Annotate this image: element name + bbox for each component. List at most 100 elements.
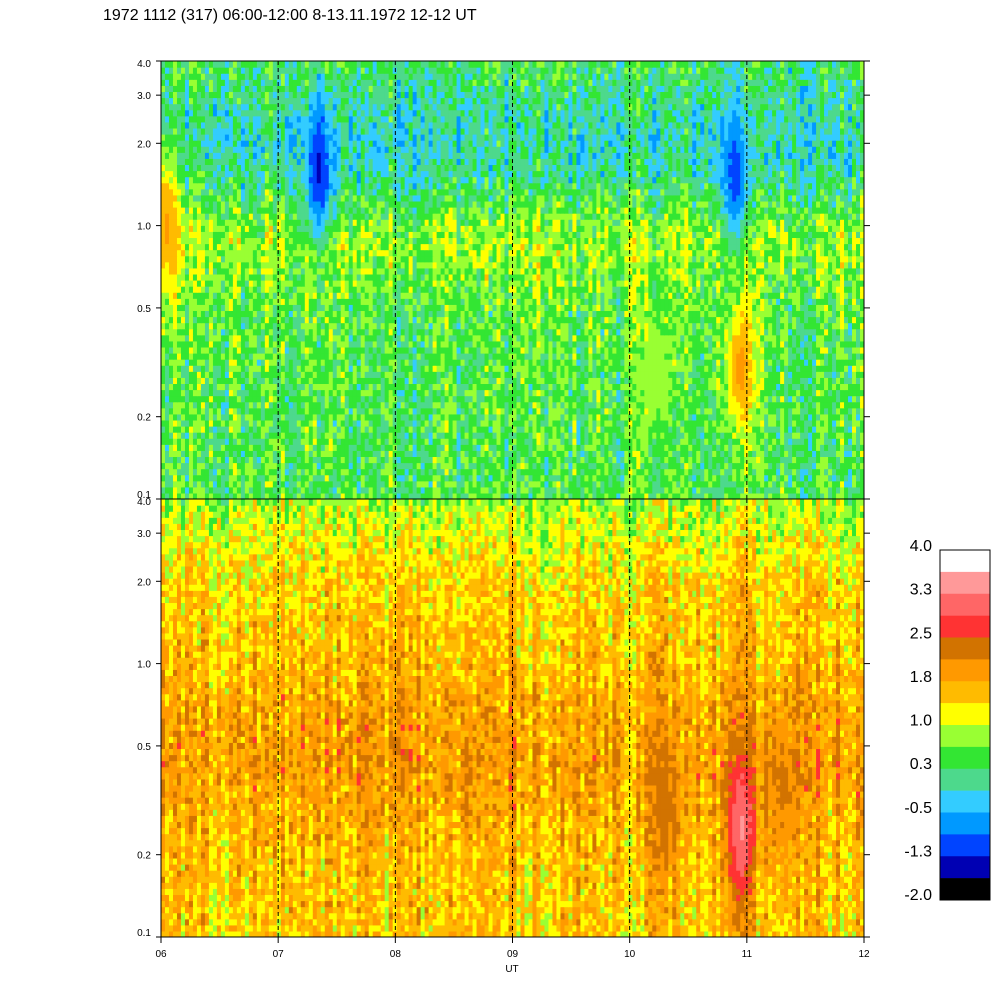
- heatmap-cell: [204, 395, 210, 403]
- heatmap-cell: [508, 438, 514, 445]
- heatmap-cell: [840, 432, 845, 439]
- heatmap-cell: [288, 480, 294, 488]
- heatmap-cell: [396, 353, 402, 360]
- heatmap-cell: [540, 383, 546, 391]
- heatmap-cell: [700, 371, 705, 378]
- heatmap-cell: [536, 365, 542, 372]
- heatmap-cell: [764, 456, 769, 464]
- heatmap-cell: [364, 395, 370, 403]
- heatmap-cell: [600, 353, 605, 360]
- heatmap-cell: [796, 377, 801, 385]
- heatmap-cell: [500, 395, 506, 403]
- heatmap-cell: [200, 456, 206, 464]
- heatmap-cell: [756, 401, 761, 409]
- heatmap-cell: [492, 444, 498, 451]
- heatmap-cell: [748, 334, 753, 342]
- heatmap-cell: [688, 432, 693, 439]
- heatmap-cell: [748, 328, 753, 336]
- heatmap-cell: [660, 413, 665, 421]
- heatmap-cell: [720, 377, 725, 385]
- heatmap-cell: [304, 450, 310, 458]
- heatmap-cell: [672, 462, 677, 470]
- heatmap-cell: [356, 371, 362, 378]
- heatmap-cell: [852, 395, 857, 403]
- heatmap-cell: [548, 377, 554, 385]
- heatmap-cell: [400, 322, 406, 330]
- heatmap-cell: [516, 432, 522, 439]
- heatmap-cell: [348, 395, 354, 403]
- heatmap-cell: [208, 389, 214, 397]
- heatmap-cell: [784, 365, 789, 372]
- heatmap-cell: [680, 395, 685, 403]
- heatmap-cell: [792, 365, 797, 372]
- heatmap-cell: [360, 462, 366, 470]
- heatmap-cell: [372, 407, 378, 415]
- heatmap-cell: [272, 419, 278, 427]
- heatmap-cell: [652, 474, 657, 482]
- heatmap-cell: [840, 462, 845, 470]
- heatmap-cell: [292, 322, 298, 330]
- heatmap-cell: [620, 340, 625, 348]
- heatmap-cell: [400, 334, 406, 342]
- heatmap-cell: [748, 371, 753, 378]
- heatmap-cell: [224, 413, 230, 421]
- heatmap-cell: [568, 346, 574, 354]
- heatmap-cell: [784, 432, 789, 439]
- heatmap-cell: [336, 486, 342, 494]
- heatmap-cell: [268, 444, 274, 451]
- heatmap-cell: [772, 334, 777, 342]
- heatmap-cell: [220, 450, 226, 458]
- heatmap-cell: [852, 328, 857, 336]
- heatmap-cell: [200, 353, 206, 360]
- heatmap-cell: [652, 389, 657, 397]
- heatmap-cell: [576, 346, 581, 354]
- heatmap-cell: [588, 438, 593, 445]
- heatmap-cell: [324, 365, 330, 372]
- heatmap-cell: [616, 340, 621, 348]
- heatmap-cell: [668, 401, 673, 409]
- heatmap-cell: [836, 353, 841, 360]
- heatmap-cell: [440, 371, 446, 378]
- heatmap-cell: [644, 365, 649, 372]
- heatmap-cell: [512, 365, 518, 372]
- heatmap-cell: [480, 432, 486, 439]
- heatmap-cell: [512, 438, 518, 445]
- heatmap-cell: [644, 413, 649, 421]
- heatmap-cell: [624, 389, 629, 397]
- heatmap-cell: [760, 419, 765, 427]
- heatmap-cell: [800, 432, 805, 439]
- heatmap-cell: [336, 401, 342, 409]
- heatmap-cell: [632, 401, 637, 409]
- heatmap-cell: [192, 456, 198, 464]
- heatmap-cell: [312, 426, 318, 433]
- heatmap-cell: [396, 456, 402, 464]
- heatmap-cell: [852, 426, 857, 433]
- heatmap-cell: [324, 413, 330, 421]
- heatmap-cell: [592, 365, 597, 372]
- heatmap-cell: [208, 426, 214, 433]
- heatmap-cell: [684, 395, 689, 403]
- heatmap-cell: [520, 480, 526, 488]
- heatmap-cell: [308, 468, 314, 476]
- heatmap-cell: [824, 401, 829, 409]
- heatmap-cell: [588, 346, 593, 354]
- heatmap-cell: [452, 492, 458, 499]
- heatmap-cell: [800, 401, 805, 409]
- heatmap-cell: [848, 492, 853, 499]
- heatmap-cell: [720, 383, 725, 391]
- heatmap-cell: [712, 365, 717, 372]
- heatmap-cell: [272, 401, 278, 409]
- heatmap-cell: [544, 328, 550, 336]
- heatmap-cell: [244, 377, 250, 385]
- heatmap-cell: [700, 413, 705, 421]
- heatmap-cell: [496, 474, 502, 482]
- heatmap-cell: [384, 377, 390, 385]
- heatmap-cell: [372, 353, 378, 360]
- heatmap-cell: [592, 426, 597, 433]
- heatmap-cell: [744, 462, 749, 470]
- heatmap-cell: [352, 389, 358, 397]
- heatmap-cell: [292, 462, 298, 470]
- heatmap-cell: [192, 444, 198, 451]
- heatmap-cell: [652, 359, 657, 366]
- heatmap-cell: [420, 450, 426, 458]
